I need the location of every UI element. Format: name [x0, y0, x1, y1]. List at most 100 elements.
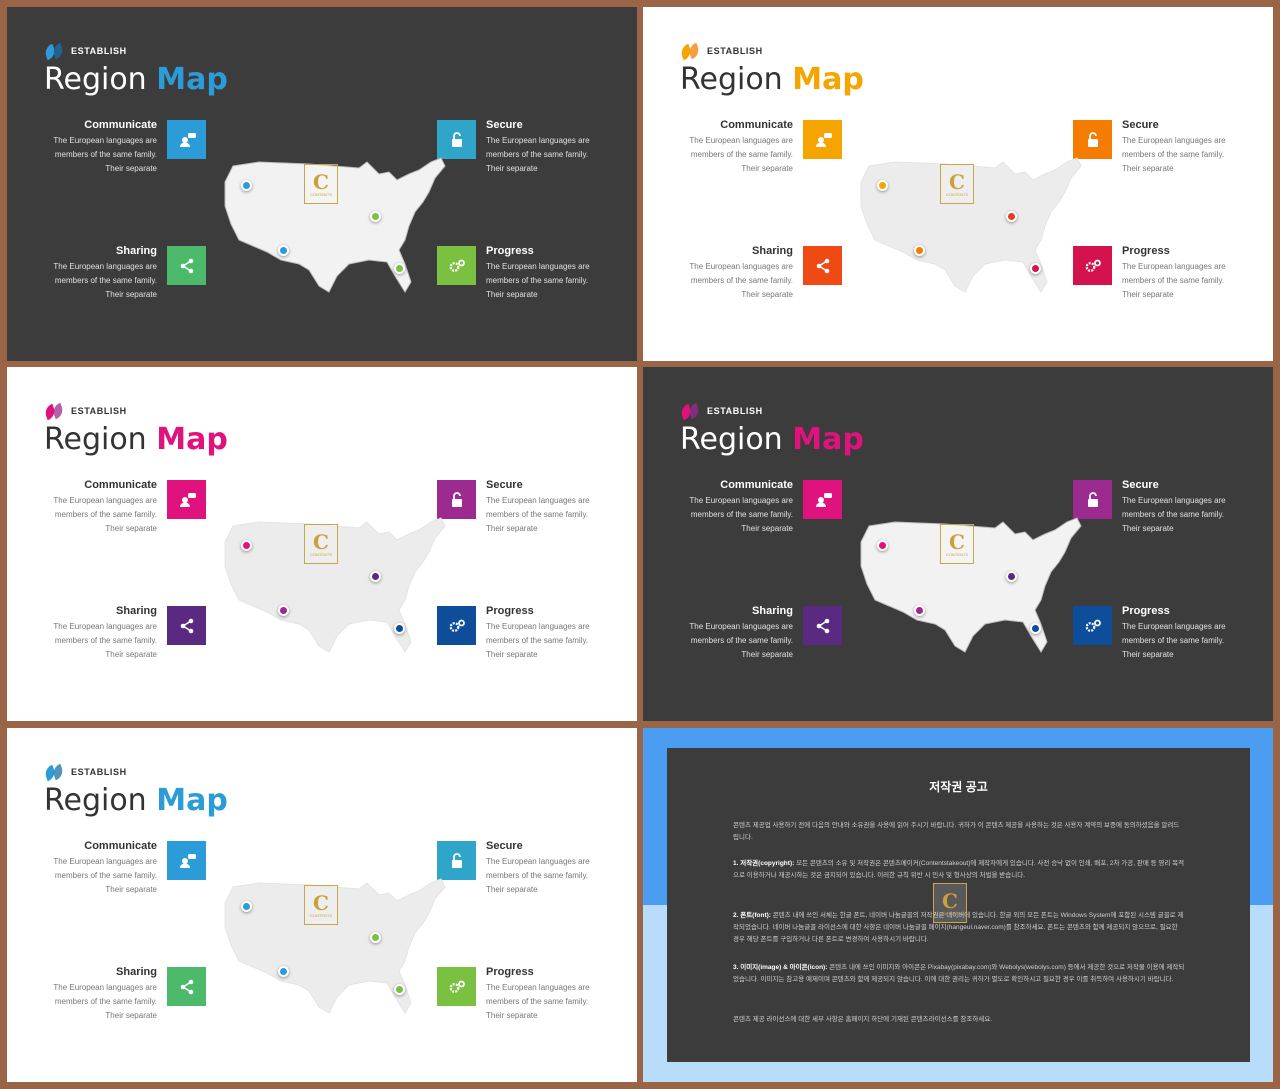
- feature-sharing-title: Sharing: [116, 605, 157, 617]
- notice-label-copyright: 1. 저작권(copyright):: [733, 860, 795, 867]
- feature-progress-line1: The European languages are: [486, 262, 590, 271]
- feature-communicate-line2: members of the same family.: [690, 510, 793, 519]
- feature-sharing-line2: members of the same family.: [690, 276, 793, 285]
- share-icon: [167, 967, 206, 1006]
- notice-paragraph-image: 3. 이미지(image) & 아이콘(icon): 콘텐츠 내에 쓰인 이미지…: [733, 962, 1185, 986]
- feature-sharing-line3: Their separate: [741, 290, 793, 299]
- lock-icon: [437, 480, 476, 519]
- notice-label-image: 3. 이미지(image) & 아이콘(icon):: [733, 964, 828, 971]
- map-pin[interactable]: [394, 263, 405, 274]
- feature-communicate-line3: Their separate: [105, 164, 157, 173]
- feature-secure-line2: members of the same family.: [486, 871, 589, 880]
- feature-progress-line1: The European languages are: [486, 622, 590, 631]
- feature-sharing-title: Sharing: [752, 605, 793, 617]
- map-pin[interactable]: [394, 984, 405, 995]
- us-map-shape: [860, 157, 1082, 293]
- brand-logo: ESTABLISH: [42, 42, 127, 61]
- gears-icon: [437, 246, 476, 285]
- slide-title: Region Map: [44, 782, 228, 820]
- brand-logo: ESTABLISH: [678, 42, 763, 61]
- feature-sharing-line3: Their separate: [741, 650, 793, 659]
- notice-text-font: 콘텐츠 내에 쓰인 서체는 한글 폰트, 네이버 나눔글꼴의 저작권은 네이버에…: [733, 912, 1184, 943]
- lock-icon: [1073, 120, 1112, 159]
- leaf-icon: [678, 402, 702, 421]
- map-pin[interactable]: [370, 571, 381, 582]
- brand-name: ESTABLISH: [707, 406, 763, 416]
- watermark-letter: C: [949, 169, 965, 194]
- feature-sharing-line1: The European languages are: [689, 622, 793, 631]
- us-map-shape: [224, 157, 446, 293]
- feature-secure-line3: Their separate: [486, 524, 538, 533]
- map-pin[interactable]: [278, 245, 289, 256]
- feature-progress-line3: Their separate: [486, 650, 538, 659]
- feature-communicate-line1: The European languages are: [53, 136, 157, 145]
- feature-communicate-title: Communicate: [84, 479, 157, 491]
- feature-progress: Progress The European languages are memb…: [486, 966, 616, 1023]
- watermark-logo: C CONTENTS: [304, 524, 338, 564]
- leaf-icon: [678, 42, 702, 61]
- title-word-region: Region: [680, 422, 783, 457]
- copyright-notice-slide: 저작권 공고 콘텐츠 제공업 사용하기 전에 다음의 안내와 소유권을 사용에 …: [643, 728, 1273, 1082]
- brand-name: ESTABLISH: [71, 46, 127, 56]
- feature-communicate: Communicate The European languages are m…: [671, 479, 793, 536]
- feature-secure-title: Secure: [1122, 119, 1159, 131]
- map-pin[interactable]: [914, 245, 925, 256]
- us-map: [855, 152, 1087, 302]
- map-pin[interactable]: [1006, 211, 1017, 222]
- map-pin[interactable]: [877, 180, 888, 191]
- feature-communicate: Communicate The European languages are m…: [35, 479, 157, 536]
- map-pin[interactable]: [877, 540, 888, 551]
- map-pin[interactable]: [241, 180, 252, 191]
- feature-sharing-title: Sharing: [752, 245, 793, 257]
- watermark-logo: C CONTENTS: [940, 164, 974, 204]
- feature-progress-line3: Their separate: [486, 290, 538, 299]
- feature-progress-line1: The European languages are: [1122, 262, 1226, 271]
- map-pin[interactable]: [278, 966, 289, 977]
- us-map: [855, 512, 1087, 662]
- map-pin[interactable]: [1030, 263, 1041, 274]
- lock-icon: [437, 841, 476, 880]
- leaf-icon: [42, 42, 66, 61]
- feature-sharing-title: Sharing: [116, 966, 157, 978]
- map-pin[interactable]: [914, 605, 925, 616]
- feature-secure-line3: Their separate: [486, 885, 538, 894]
- title-word-map: Map: [156, 783, 228, 818]
- feature-sharing-line2: members of the same family.: [690, 636, 793, 645]
- feature-communicate-line2: members of the same family.: [690, 150, 793, 159]
- slide-title: Region Map: [44, 61, 228, 99]
- watermark-logo: C CONTENTS: [933, 883, 967, 923]
- notice-text-image: 콘텐츠 내에 쓰인 이미지와 아이콘은 Pixabay(pixabay.com)…: [733, 964, 1185, 983]
- watermark-logo: C CONTENTS: [940, 524, 974, 564]
- feature-communicate-title: Communicate: [84, 840, 157, 852]
- feature-communicate-line3: Their separate: [105, 524, 157, 533]
- map-pin[interactable]: [370, 932, 381, 943]
- gears-icon: [1073, 606, 1112, 645]
- watermark-text: CONTENTS: [939, 910, 961, 916]
- brand-name: ESTABLISH: [71, 767, 127, 777]
- map-pin[interactable]: [1030, 623, 1041, 634]
- feature-secure: Secure The European languages are member…: [486, 119, 616, 176]
- feature-secure-line3: Their separate: [486, 164, 538, 173]
- map-pin[interactable]: [278, 605, 289, 616]
- chat-user-icon: [803, 480, 842, 519]
- feature-communicate-line3: Their separate: [105, 885, 157, 894]
- feature-secure-line2: members of the same family.: [1122, 150, 1225, 159]
- chat-user-icon: [167, 480, 206, 519]
- feature-secure-line1: The European languages are: [1122, 136, 1226, 145]
- region-map-slide: ESTABLISH Region Map Communicate The Euro…: [7, 728, 637, 1082]
- feature-secure-line2: members of the same family.: [1122, 510, 1225, 519]
- notice-label-font: 2. 폰트(font):: [733, 912, 771, 919]
- map-pin[interactable]: [370, 211, 381, 222]
- feature-communicate-line1: The European languages are: [53, 496, 157, 505]
- map-pin[interactable]: [1006, 571, 1017, 582]
- watermark-logo: C CONTENTS: [304, 885, 338, 925]
- title-word-region: Region: [44, 783, 147, 818]
- map-pin[interactable]: [241, 901, 252, 912]
- map-pin[interactable]: [241, 540, 252, 551]
- feature-sharing-line2: members of the same family.: [54, 276, 157, 285]
- brand-logo: ESTABLISH: [42, 763, 127, 782]
- map-pin[interactable]: [394, 623, 405, 634]
- feature-progress-line2: members of the same family.: [486, 636, 589, 645]
- feature-secure-line3: Their separate: [1122, 164, 1174, 173]
- feature-progress: Progress The European languages are memb…: [486, 245, 616, 302]
